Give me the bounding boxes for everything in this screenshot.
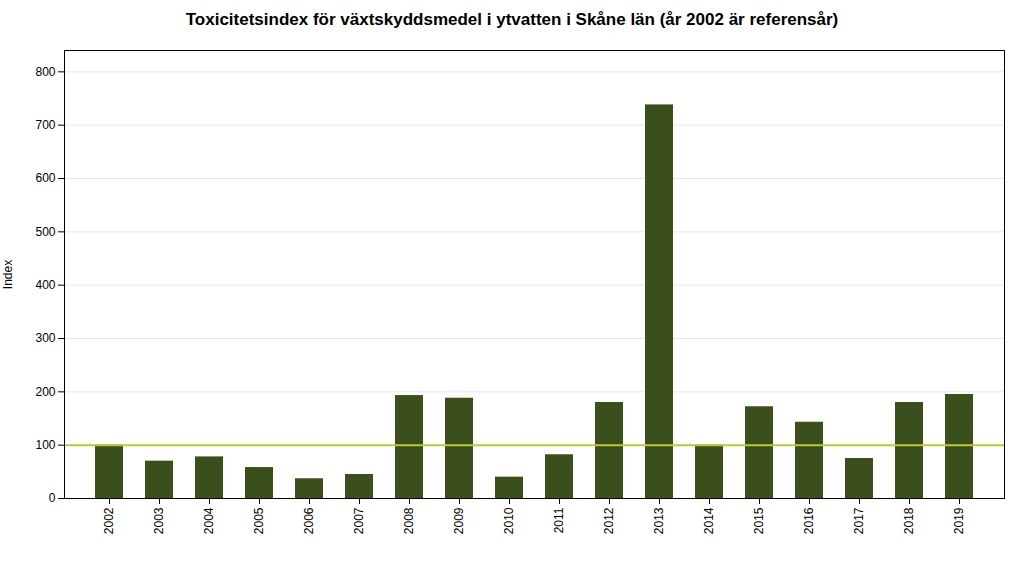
svg-text:400: 400: [35, 278, 55, 292]
svg-text:0: 0: [49, 491, 56, 505]
svg-text:300: 300: [35, 331, 55, 345]
svg-text:2006: 2006: [302, 507, 316, 534]
svg-text:2012: 2012: [602, 507, 616, 534]
svg-text:2015: 2015: [752, 507, 766, 534]
svg-text:2002: 2002: [102, 507, 116, 534]
svg-text:800: 800: [35, 65, 55, 79]
svg-text:2019: 2019: [952, 507, 966, 534]
svg-text:100: 100: [35, 438, 55, 452]
svg-text:2005: 2005: [252, 507, 266, 534]
svg-text:200: 200: [35, 385, 55, 399]
svg-text:Index: Index: [1, 260, 15, 289]
svg-text:2010: 2010: [502, 507, 516, 534]
svg-text:2016: 2016: [802, 507, 816, 534]
svg-text:600: 600: [35, 171, 55, 185]
svg-text:2018: 2018: [902, 507, 916, 534]
svg-text:2003: 2003: [152, 507, 166, 534]
svg-text:500: 500: [35, 225, 55, 239]
svg-text:2007: 2007: [352, 507, 366, 534]
svg-text:2009: 2009: [452, 507, 466, 534]
svg-text:2011: 2011: [552, 507, 566, 533]
svg-text:2004: 2004: [202, 507, 216, 534]
svg-text:2008: 2008: [402, 507, 416, 534]
html-text:Toxicitetsindex för växtskydds: Toxicitetsindex för växtskyddsmedel i yt…: [185, 10, 839, 29]
svg-text:2017: 2017: [852, 507, 866, 534]
svg-text:2014: 2014: [702, 507, 716, 534]
svg-text:700: 700: [35, 118, 55, 132]
svg-text:2013: 2013: [652, 507, 666, 534]
